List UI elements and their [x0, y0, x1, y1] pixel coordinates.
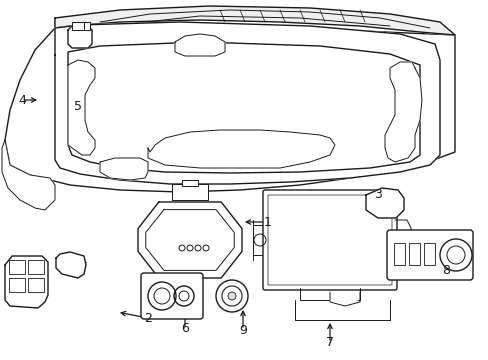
- FancyBboxPatch shape: [141, 273, 203, 319]
- Bar: [408, 243, 419, 265]
- FancyBboxPatch shape: [386, 230, 472, 280]
- Polygon shape: [68, 26, 92, 48]
- Bar: [423, 243, 434, 265]
- Polygon shape: [175, 34, 224, 56]
- Bar: [172, 184, 207, 200]
- Text: 5: 5: [74, 100, 82, 113]
- Bar: [393, 243, 404, 265]
- Polygon shape: [100, 158, 148, 180]
- Polygon shape: [299, 288, 359, 300]
- Bar: [9, 278, 25, 292]
- Bar: [28, 278, 44, 292]
- Polygon shape: [138, 202, 242, 278]
- Text: 1: 1: [264, 216, 271, 229]
- Polygon shape: [329, 292, 359, 306]
- Circle shape: [227, 292, 236, 300]
- Polygon shape: [68, 42, 419, 173]
- Text: 4: 4: [18, 94, 26, 107]
- Bar: [9, 260, 25, 274]
- Polygon shape: [394, 220, 410, 260]
- Text: 3: 3: [373, 189, 381, 202]
- Bar: [72, 22, 84, 30]
- Text: 6: 6: [181, 323, 188, 336]
- Polygon shape: [384, 62, 421, 162]
- Bar: [28, 260, 44, 274]
- Polygon shape: [55, 6, 454, 35]
- Polygon shape: [5, 256, 48, 308]
- Bar: [84, 22, 90, 30]
- Polygon shape: [148, 130, 334, 168]
- Text: 2: 2: [144, 311, 152, 324]
- FancyBboxPatch shape: [267, 195, 391, 285]
- Polygon shape: [365, 188, 403, 218]
- Text: 7: 7: [325, 337, 333, 350]
- Text: 8: 8: [441, 264, 449, 276]
- FancyBboxPatch shape: [263, 190, 396, 290]
- Text: 9: 9: [239, 324, 246, 337]
- Bar: [182, 180, 198, 186]
- Polygon shape: [2, 140, 55, 210]
- Polygon shape: [145, 210, 234, 270]
- Polygon shape: [55, 22, 439, 184]
- Polygon shape: [5, 18, 454, 192]
- Polygon shape: [56, 252, 86, 278]
- Polygon shape: [68, 60, 95, 155]
